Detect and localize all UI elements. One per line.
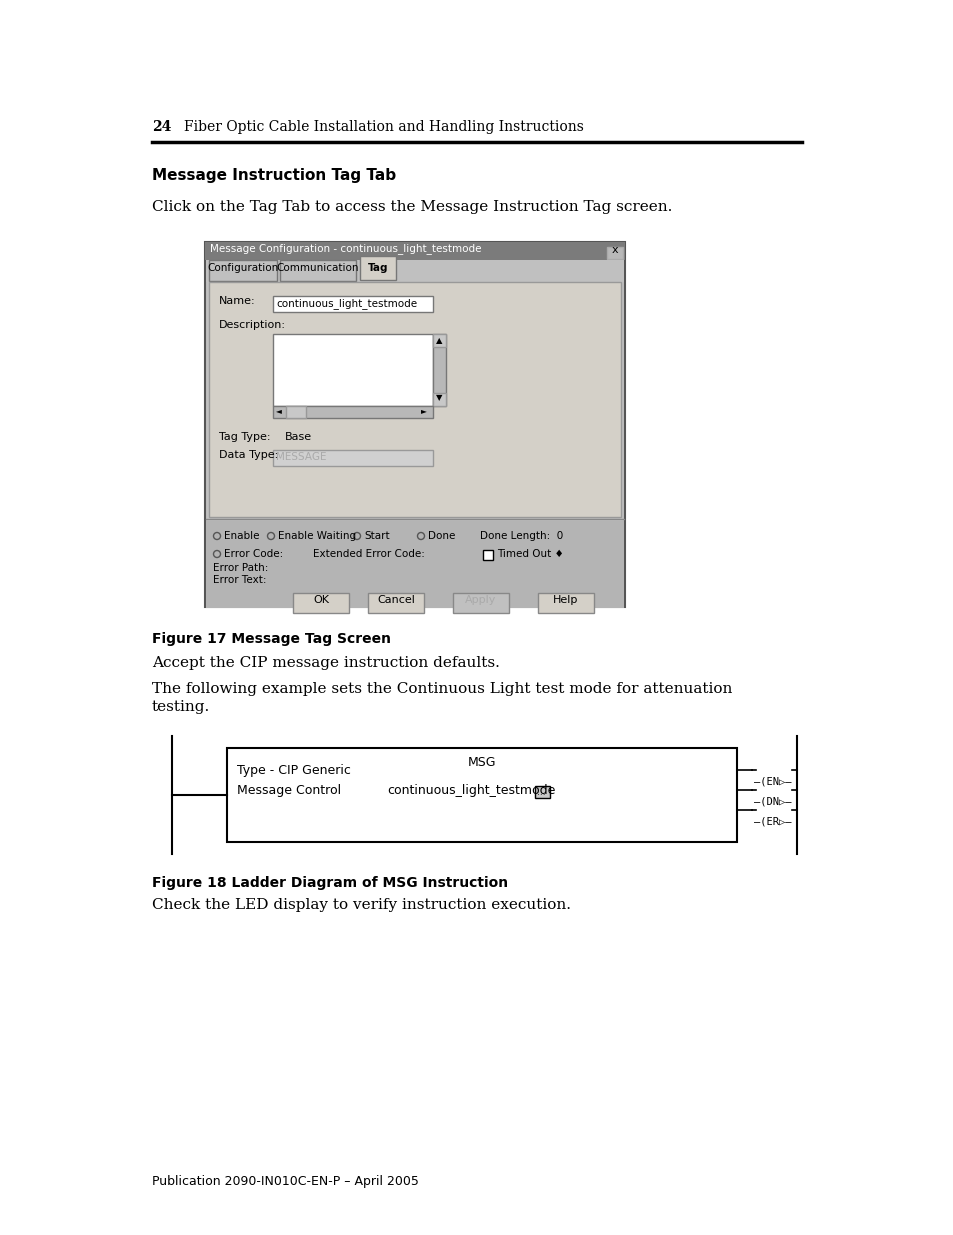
Bar (227, 748, 737, 842)
Bar (368, 593, 423, 613)
Bar (433, 333, 446, 406)
Text: Apply: Apply (465, 595, 497, 605)
Text: Timed Out ♦: Timed Out ♦ (497, 550, 563, 559)
Text: Tag Type:: Tag Type: (219, 432, 271, 442)
Bar (433, 333, 446, 347)
Text: continuous_light_testmode: continuous_light_testmode (275, 298, 416, 309)
Bar (205, 242, 624, 261)
Text: ►: ► (420, 406, 426, 415)
Bar (273, 296, 433, 312)
Text: —(DN▷—: —(DN▷— (753, 797, 791, 806)
Bar (273, 406, 433, 417)
Bar (537, 593, 594, 613)
Text: ◄: ◄ (275, 406, 281, 415)
Text: Base: Base (285, 432, 312, 442)
Text: testing.: testing. (152, 700, 210, 714)
Text: Done Length:  0: Done Length: 0 (479, 531, 562, 541)
Text: Click on the Tag Tab to access the Message Instruction Tag screen.: Click on the Tag Tab to access the Messa… (152, 200, 672, 214)
Text: —(ER▷—: —(ER▷— (753, 818, 791, 827)
Text: Start: Start (364, 531, 389, 541)
Text: Enable Waiting: Enable Waiting (277, 531, 355, 541)
Text: Figure 18 Ladder Diagram of MSG Instruction: Figure 18 Ladder Diagram of MSG Instruct… (152, 876, 508, 890)
Bar (482, 550, 493, 559)
Text: Error Text:: Error Text: (213, 576, 266, 585)
Bar (535, 785, 550, 798)
Text: The following example sets the Continuous Light test mode for attenuation: The following example sets the Continuou… (152, 682, 732, 697)
Bar (293, 593, 349, 613)
Text: Publication 2090-IN010C-EN-P – April 2005: Publication 2090-IN010C-EN-P – April 200… (152, 1174, 418, 1188)
Text: —(EN▷—: —(EN▷— (753, 777, 791, 787)
Text: Name:: Name: (219, 296, 255, 306)
Text: MESSAGE: MESSAGE (275, 452, 326, 462)
Text: Help: Help (553, 595, 578, 605)
Text: Cancel: Cancel (376, 595, 415, 605)
Text: Error Path:: Error Path: (213, 563, 268, 573)
Text: 24: 24 (152, 120, 172, 135)
Bar (606, 247, 622, 259)
Text: ...: ... (537, 788, 545, 797)
Text: ▼: ▼ (436, 393, 442, 403)
Text: Message Instruction Tag Tab: Message Instruction Tag Tab (152, 168, 395, 183)
Text: Communication: Communication (276, 263, 359, 273)
Text: Extended Error Code:: Extended Error Code: (313, 550, 424, 559)
Bar (286, 406, 306, 417)
Bar (273, 333, 433, 406)
Bar (209, 282, 620, 517)
Text: Configuration: Configuration (207, 263, 278, 273)
Bar (209, 261, 276, 282)
Text: Type - CIP Generic: Type - CIP Generic (236, 764, 351, 777)
Text: x: x (611, 245, 618, 254)
Text: MSG: MSG (467, 756, 496, 769)
Text: Done: Done (428, 531, 455, 541)
Text: Fiber Optic Cable Installation and Handling Instructions: Fiber Optic Cable Installation and Handl… (184, 120, 583, 135)
Text: Description:: Description: (219, 320, 286, 330)
Bar (206, 521, 623, 608)
Text: Tag: Tag (367, 263, 388, 273)
Bar (453, 593, 509, 613)
Text: Accept the CIP message instruction defaults.: Accept the CIP message instruction defau… (152, 656, 499, 671)
Bar (206, 261, 623, 282)
Text: Figure 17 Message Tag Screen: Figure 17 Message Tag Screen (152, 632, 391, 646)
Text: Data Type:: Data Type: (219, 450, 278, 459)
Bar (359, 256, 395, 280)
Text: Check the LED display to verify instruction execution.: Check the LED display to verify instruct… (152, 898, 571, 911)
Text: continuous_light_testmode: continuous_light_testmode (387, 784, 555, 797)
Text: Message Configuration - continuous_light_testmode: Message Configuration - continuous_light… (210, 243, 481, 254)
Text: OK: OK (313, 595, 329, 605)
Text: Message Control: Message Control (236, 784, 341, 797)
Bar (433, 393, 446, 406)
Text: Error Code:: Error Code: (224, 550, 283, 559)
Bar (273, 450, 433, 466)
Text: Enable: Enable (224, 531, 259, 541)
Bar (205, 242, 624, 606)
Bar (280, 261, 355, 282)
Text: ▲: ▲ (436, 336, 442, 345)
